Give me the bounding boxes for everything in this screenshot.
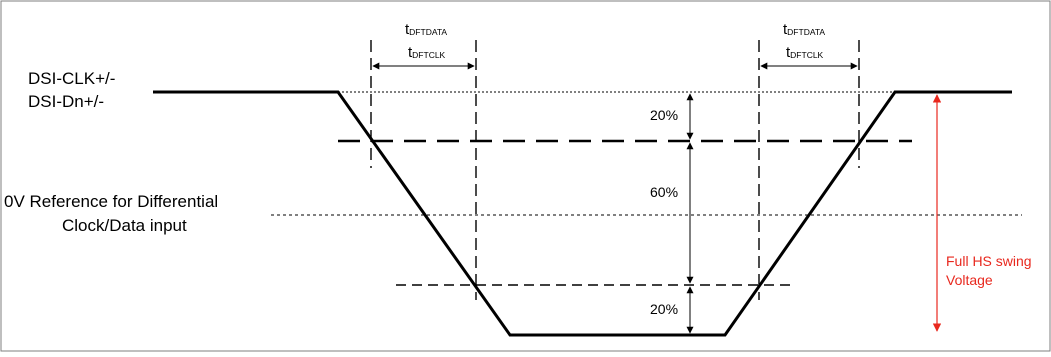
swing-label-line1: Full HS swing (946, 253, 1032, 269)
left-tdftdata-label: tDFTDATA (405, 21, 447, 38)
left-tdftclk-label: tDFTCLK (408, 44, 446, 61)
signal-clk-label: DSI-CLK+/- (28, 69, 115, 88)
reference-label-line1: 0V Reference for Differential (4, 192, 218, 211)
right-tdftdata-label: tDFTDATA (783, 21, 825, 38)
signal-data-label: DSI-Dn+/- (28, 92, 104, 111)
swing-label-line2: Voltage (946, 272, 993, 288)
reference-label-line2: Clock/Data input (62, 216, 187, 235)
waveform-trace (153, 90, 1012, 337)
upper-percent-label: 20% (650, 107, 678, 123)
lower-percent-label: 20% (650, 301, 678, 317)
middle-percent-label: 60% (650, 184, 678, 200)
right-tdftclk-label: tDFTCLK (786, 44, 824, 61)
